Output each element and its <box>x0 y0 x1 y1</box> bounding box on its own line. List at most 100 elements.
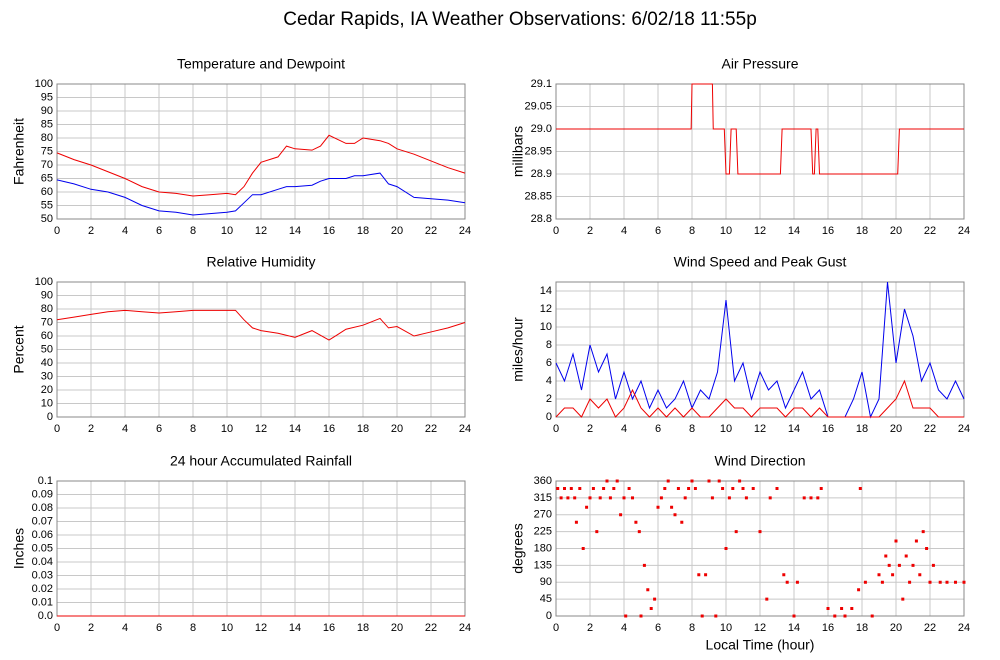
y-tick-label: 0.01 <box>32 596 53 608</box>
page-title: Cedar Rapids, IA Weather Observations: 6… <box>283 9 757 30</box>
y-tick-label: 95 <box>41 91 53 103</box>
data-point <box>908 580 912 584</box>
data-point <box>622 496 626 500</box>
x-tick-label: 22 <box>924 423 936 435</box>
plot-frame <box>56 281 466 418</box>
data-point <box>563 487 566 490</box>
y-tick-label: 0.1 <box>38 475 53 487</box>
data-point <box>663 487 667 490</box>
y-tick-label: 10 <box>41 397 53 409</box>
y-tick-label: 12 <box>540 303 552 315</box>
x-tick-label: 6 <box>156 423 162 435</box>
data-line <box>56 172 466 216</box>
x-tick-label: 6 <box>655 225 661 237</box>
data-point <box>857 588 861 592</box>
data-point <box>659 496 663 500</box>
x-tick-label: 20 <box>391 622 403 634</box>
data-point <box>840 607 844 610</box>
x-tick-label: 12 <box>255 423 267 435</box>
data-point <box>816 496 820 500</box>
x-tick-label: 2 <box>88 423 94 435</box>
data-point <box>809 496 813 500</box>
y-axis-label: miles/hour <box>510 317 526 382</box>
data-point <box>894 539 898 543</box>
data-point <box>642 563 646 567</box>
x-tick-label: 8 <box>190 225 196 237</box>
y-axis-label: millibars <box>510 126 526 177</box>
y-tick-label: 40 <box>41 357 53 369</box>
x-tick-label: 24 <box>459 225 471 237</box>
x-tick-label: 16 <box>323 423 335 435</box>
data-point <box>717 479 721 483</box>
x-tick-label: 14 <box>788 423 800 435</box>
y-tick-label: 85 <box>41 118 53 130</box>
chart-title: Temperature and Dewpoint <box>177 56 345 72</box>
data-point <box>785 580 789 584</box>
x-tick-label: 8 <box>689 622 695 634</box>
y-tick-label: 8 <box>546 339 552 351</box>
y-tick-label: 0.08 <box>32 502 53 514</box>
y-tick-label: 29.0 <box>531 123 552 135</box>
x-tick-label: 16 <box>822 622 834 634</box>
y-axis-label: Percent <box>11 325 27 373</box>
data-point <box>751 487 755 490</box>
data-point <box>884 554 888 558</box>
x-axis-label: Local Time (hour) <box>706 637 815 653</box>
x-tick-label: 2 <box>587 423 593 435</box>
x-tick-label: 10 <box>221 423 233 435</box>
data-point <box>608 496 612 500</box>
chart-title: Wind Direction <box>714 453 805 469</box>
data-point <box>556 487 560 490</box>
data-point <box>962 580 966 584</box>
x-tick-label: 24 <box>958 423 970 435</box>
y-tick-label: 0.05 <box>32 542 53 554</box>
x-tick-label: 8 <box>689 225 695 237</box>
y-tick-label: 80 <box>41 132 53 144</box>
data-point <box>683 496 687 500</box>
y-tick-label: 29.05 <box>524 100 552 112</box>
y-tick-label: 65 <box>41 172 53 184</box>
data-line <box>56 134 466 197</box>
data-point <box>891 573 895 577</box>
data-point <box>619 513 623 517</box>
data-point <box>707 479 711 483</box>
y-tick-label: 100 <box>35 276 53 288</box>
data-point <box>639 614 643 618</box>
x-tick-label: 6 <box>655 423 661 435</box>
data-point <box>631 496 634 500</box>
data-point <box>687 487 691 490</box>
data-point <box>765 597 769 601</box>
y-tick-label: 0.06 <box>32 529 53 541</box>
data-point <box>945 580 949 584</box>
x-tick-label: 0 <box>54 622 60 634</box>
data-point <box>741 487 745 490</box>
data-point <box>559 496 563 500</box>
y-tick-label: 60 <box>41 186 53 198</box>
y-tick-label: 90 <box>41 289 53 301</box>
y-tick-label: 29.1 <box>531 78 552 90</box>
y-tick-label: 0 <box>546 610 552 622</box>
x-tick-label: 12 <box>255 622 267 634</box>
x-tick-label: 0 <box>553 225 559 237</box>
data-point <box>826 607 830 610</box>
x-tick-label: 4 <box>621 622 627 634</box>
x-tick-label: 0 <box>54 225 60 237</box>
data-point <box>795 580 799 584</box>
x-tick-label: 2 <box>587 225 593 237</box>
plot-frame <box>555 83 965 220</box>
data-point <box>634 520 638 524</box>
data-point <box>904 554 908 558</box>
data-point <box>931 563 935 567</box>
x-tick-label: 22 <box>425 225 437 237</box>
x-tick-label: 24 <box>459 622 471 634</box>
x-tick-label: 20 <box>391 423 403 435</box>
data-point <box>843 614 847 618</box>
data-point <box>573 496 577 500</box>
data-point <box>731 487 735 490</box>
x-tick-label: 22 <box>924 622 936 634</box>
y-tick-label: 270 <box>534 509 552 521</box>
x-tick-label: 20 <box>890 423 902 435</box>
y-tick-label: 30 <box>41 370 53 382</box>
data-point <box>649 607 653 610</box>
